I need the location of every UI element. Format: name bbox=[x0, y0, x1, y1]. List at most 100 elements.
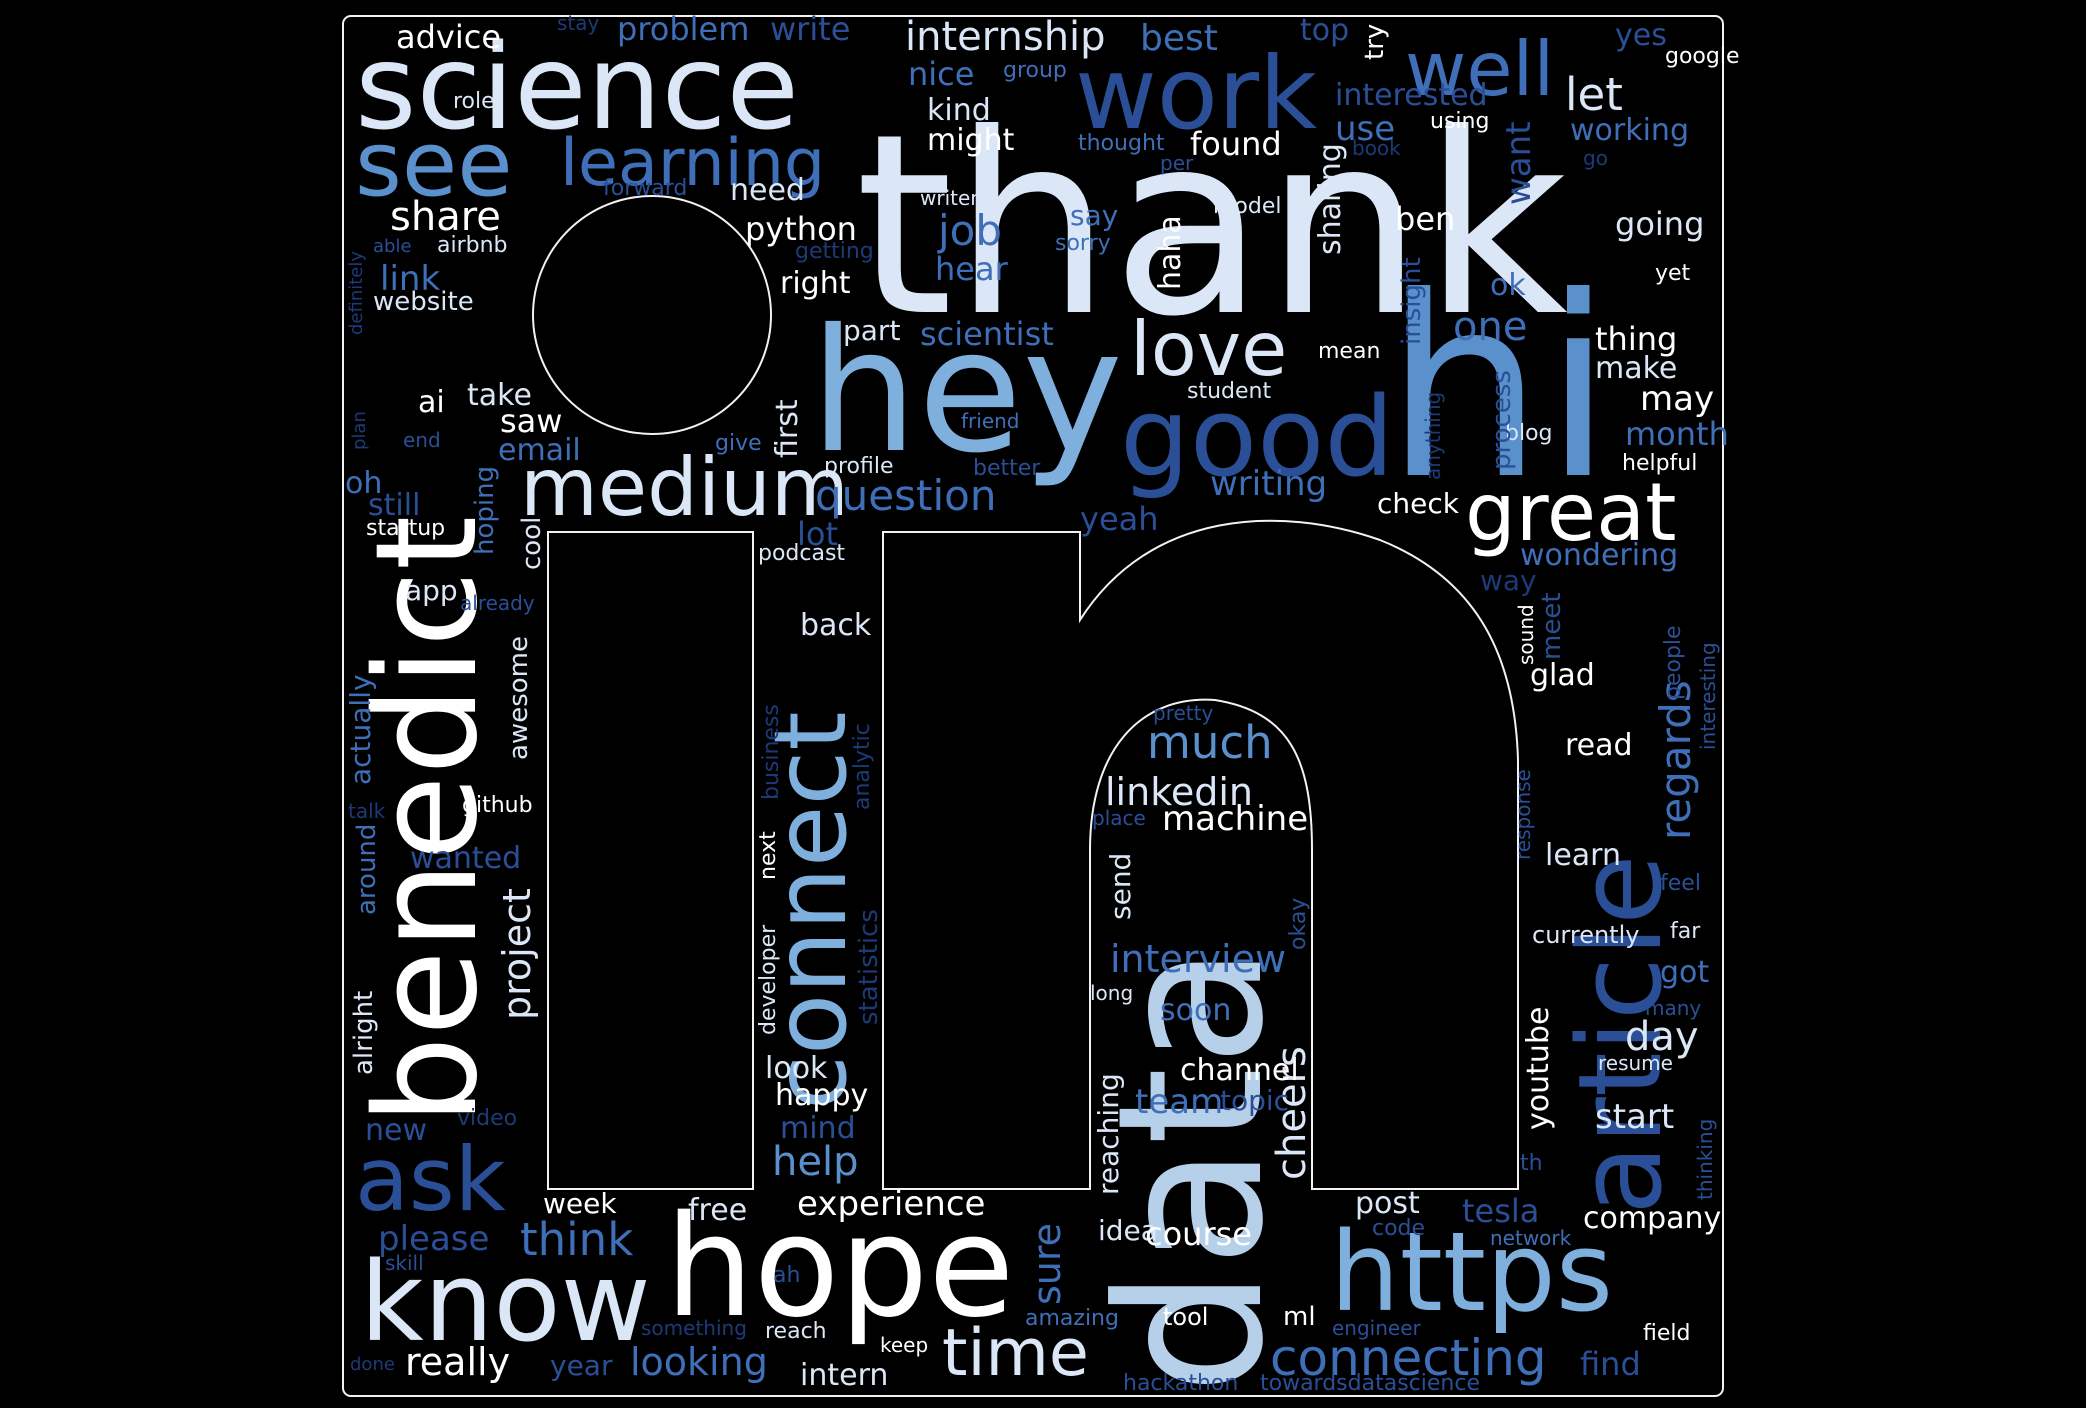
word-website: website bbox=[373, 287, 474, 317]
word-think: think bbox=[520, 1213, 633, 1266]
word-skill: skill bbox=[385, 1251, 424, 1275]
word-network: network bbox=[1490, 1226, 1572, 1250]
word-already: already bbox=[460, 591, 535, 615]
word-process: process bbox=[1487, 370, 1517, 470]
word-mind: mind bbox=[780, 1111, 856, 1146]
word-field: field bbox=[1643, 1321, 1690, 1346]
word-may: may bbox=[1640, 379, 1714, 419]
word-back: back bbox=[800, 608, 872, 643]
word-something: something bbox=[641, 1316, 747, 1340]
word-connecting: connecting bbox=[1270, 1329, 1547, 1387]
word-internship: internship bbox=[905, 14, 1106, 60]
word-using: using bbox=[1430, 109, 1489, 134]
logo-i-stem bbox=[547, 531, 754, 1190]
word-way: way bbox=[1480, 564, 1537, 597]
word-found: found bbox=[1190, 125, 1282, 163]
word-let: let bbox=[1565, 68, 1623, 121]
word-try: try bbox=[1360, 24, 1390, 60]
word-getting: getting bbox=[795, 239, 874, 264]
word-much: much bbox=[1147, 716, 1273, 769]
word-far: far bbox=[1670, 919, 1701, 944]
word-right: right bbox=[780, 266, 851, 301]
word-around: around bbox=[352, 824, 382, 915]
word-part: part bbox=[843, 314, 900, 347]
word-reaching: reaching bbox=[1092, 1073, 1125, 1195]
logo-n-shape bbox=[882, 519, 1519, 1190]
word-google: google bbox=[1665, 44, 1740, 69]
word-first: first bbox=[770, 399, 805, 458]
word-ml: ml bbox=[1283, 1302, 1316, 1332]
word-check: check bbox=[1377, 487, 1460, 520]
word-helpful: helpful bbox=[1622, 451, 1697, 476]
word-done: done bbox=[350, 1354, 395, 1375]
word-medium: medium bbox=[520, 441, 849, 534]
word-definitely: definitely bbox=[346, 251, 367, 335]
word-oh: oh bbox=[345, 466, 382, 501]
word-model: model bbox=[1213, 194, 1282, 219]
word-share: share bbox=[390, 194, 501, 240]
word-reach: reach bbox=[765, 1319, 827, 1344]
word-meet: meet bbox=[1537, 592, 1567, 660]
word-got: got bbox=[1660, 955, 1709, 990]
word-time: time bbox=[942, 1316, 1089, 1391]
word-book: book bbox=[1352, 136, 1401, 160]
word-linkedin: linkedin bbox=[1105, 770, 1253, 814]
word-https: https bbox=[1330, 1208, 1613, 1336]
word-advice: advice bbox=[396, 18, 501, 56]
word-new: new bbox=[365, 1113, 427, 1148]
word-feel: feel bbox=[1660, 871, 1701, 896]
word-job: job bbox=[937, 206, 1002, 255]
word-use: use bbox=[1335, 109, 1395, 149]
word-yet: yet bbox=[1655, 261, 1691, 286]
word-need: need bbox=[730, 173, 805, 208]
logo-dot bbox=[532, 195, 772, 435]
word-github: github bbox=[462, 793, 533, 818]
word-hoping: hoping bbox=[470, 466, 500, 555]
word-haha: haha bbox=[1153, 215, 1188, 290]
word-cheers: cheers bbox=[1269, 1046, 1315, 1180]
word-able: able bbox=[373, 236, 412, 257]
word-pretty: pretty bbox=[1153, 701, 1213, 725]
word-kind: kind bbox=[927, 93, 991, 128]
word-thing: thing bbox=[1595, 320, 1677, 358]
word-hope: hope bbox=[665, 1186, 1014, 1349]
word-hackathon: hackathon bbox=[1123, 1371, 1238, 1396]
word-mean: mean bbox=[1318, 339, 1380, 364]
word-interview: interview bbox=[1110, 937, 1286, 981]
linkedin-logo-outline bbox=[342, 15, 1724, 1397]
word-happy: happy bbox=[775, 1078, 868, 1113]
word-ask: ask bbox=[355, 1128, 506, 1231]
word-business: business bbox=[759, 704, 784, 800]
word-see: see bbox=[355, 112, 513, 217]
word-plan: plan bbox=[349, 411, 370, 450]
word-response: response bbox=[1511, 769, 1535, 860]
word-find: find bbox=[1580, 1345, 1641, 1383]
word-one: one bbox=[1453, 304, 1527, 350]
word-developer: developer bbox=[756, 924, 781, 1035]
word-post: post bbox=[1355, 1186, 1420, 1221]
word-statistics: statistics bbox=[854, 909, 884, 1025]
word-project: project bbox=[495, 888, 539, 1020]
word-go: go bbox=[1583, 146, 1608, 170]
word-company: company bbox=[1583, 1201, 1721, 1236]
word-looking: looking bbox=[630, 1340, 768, 1384]
word-sound: sound bbox=[1514, 604, 1538, 665]
word-really: really bbox=[405, 1340, 510, 1384]
word-analytic: analytic bbox=[850, 723, 875, 810]
word-give: give bbox=[715, 431, 762, 456]
word-send: send bbox=[1104, 853, 1137, 920]
word-amazing: amazing bbox=[1025, 1306, 1119, 1331]
word-anything: anything bbox=[1421, 392, 1445, 480]
word-week: week bbox=[543, 1187, 617, 1220]
word-writer: writer bbox=[920, 186, 979, 210]
word-interested: interested bbox=[1335, 78, 1488, 113]
word-love: love bbox=[1130, 305, 1287, 393]
word-tool: tool bbox=[1163, 1303, 1208, 1331]
word-many: many bbox=[1645, 996, 1701, 1020]
word-ah: ah bbox=[773, 1263, 800, 1288]
word-make: make bbox=[1595, 351, 1677, 386]
word-going: going bbox=[1615, 205, 1704, 243]
word-okay: okay bbox=[1286, 898, 1311, 950]
word-per: per bbox=[1160, 151, 1194, 175]
